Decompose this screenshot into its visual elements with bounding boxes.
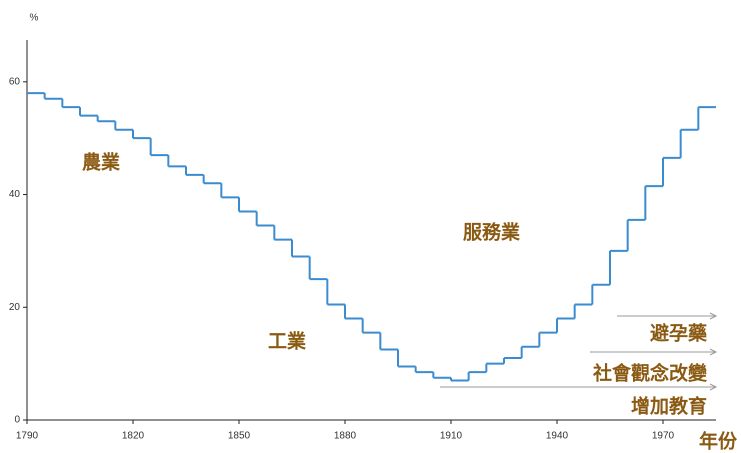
annotation: 工業 (268, 330, 307, 353)
x-axis-label: 年份 (699, 430, 738, 453)
y-tick-label: 40 (9, 189, 21, 200)
x-tick-label: 1970 (652, 431, 675, 442)
y-unit: % (30, 13, 39, 24)
y-tick-label: 0 (14, 415, 20, 426)
x-tick-label: 1850 (228, 431, 251, 442)
x-tick-label: 1910 (440, 431, 463, 442)
annotation: 服務業 (463, 221, 521, 244)
x-tick-label: 1820 (122, 431, 145, 442)
annotation: 避孕藥 (650, 322, 708, 345)
y-tick-label: 60 (9, 76, 21, 87)
annotation: 農業 (82, 151, 121, 174)
x-tick-label: 1880 (334, 431, 357, 442)
arrow-head (709, 383, 718, 391)
arrow-head (709, 312, 718, 320)
annotation: 社會觀念改變 (592, 362, 708, 385)
x-tick-label: 1940 (546, 431, 569, 442)
annotation: 增加教育 (631, 395, 707, 418)
arrow-head (709, 348, 718, 356)
x-tick-label: 1790 (16, 431, 39, 442)
y-tick-label: 20 (9, 302, 21, 313)
